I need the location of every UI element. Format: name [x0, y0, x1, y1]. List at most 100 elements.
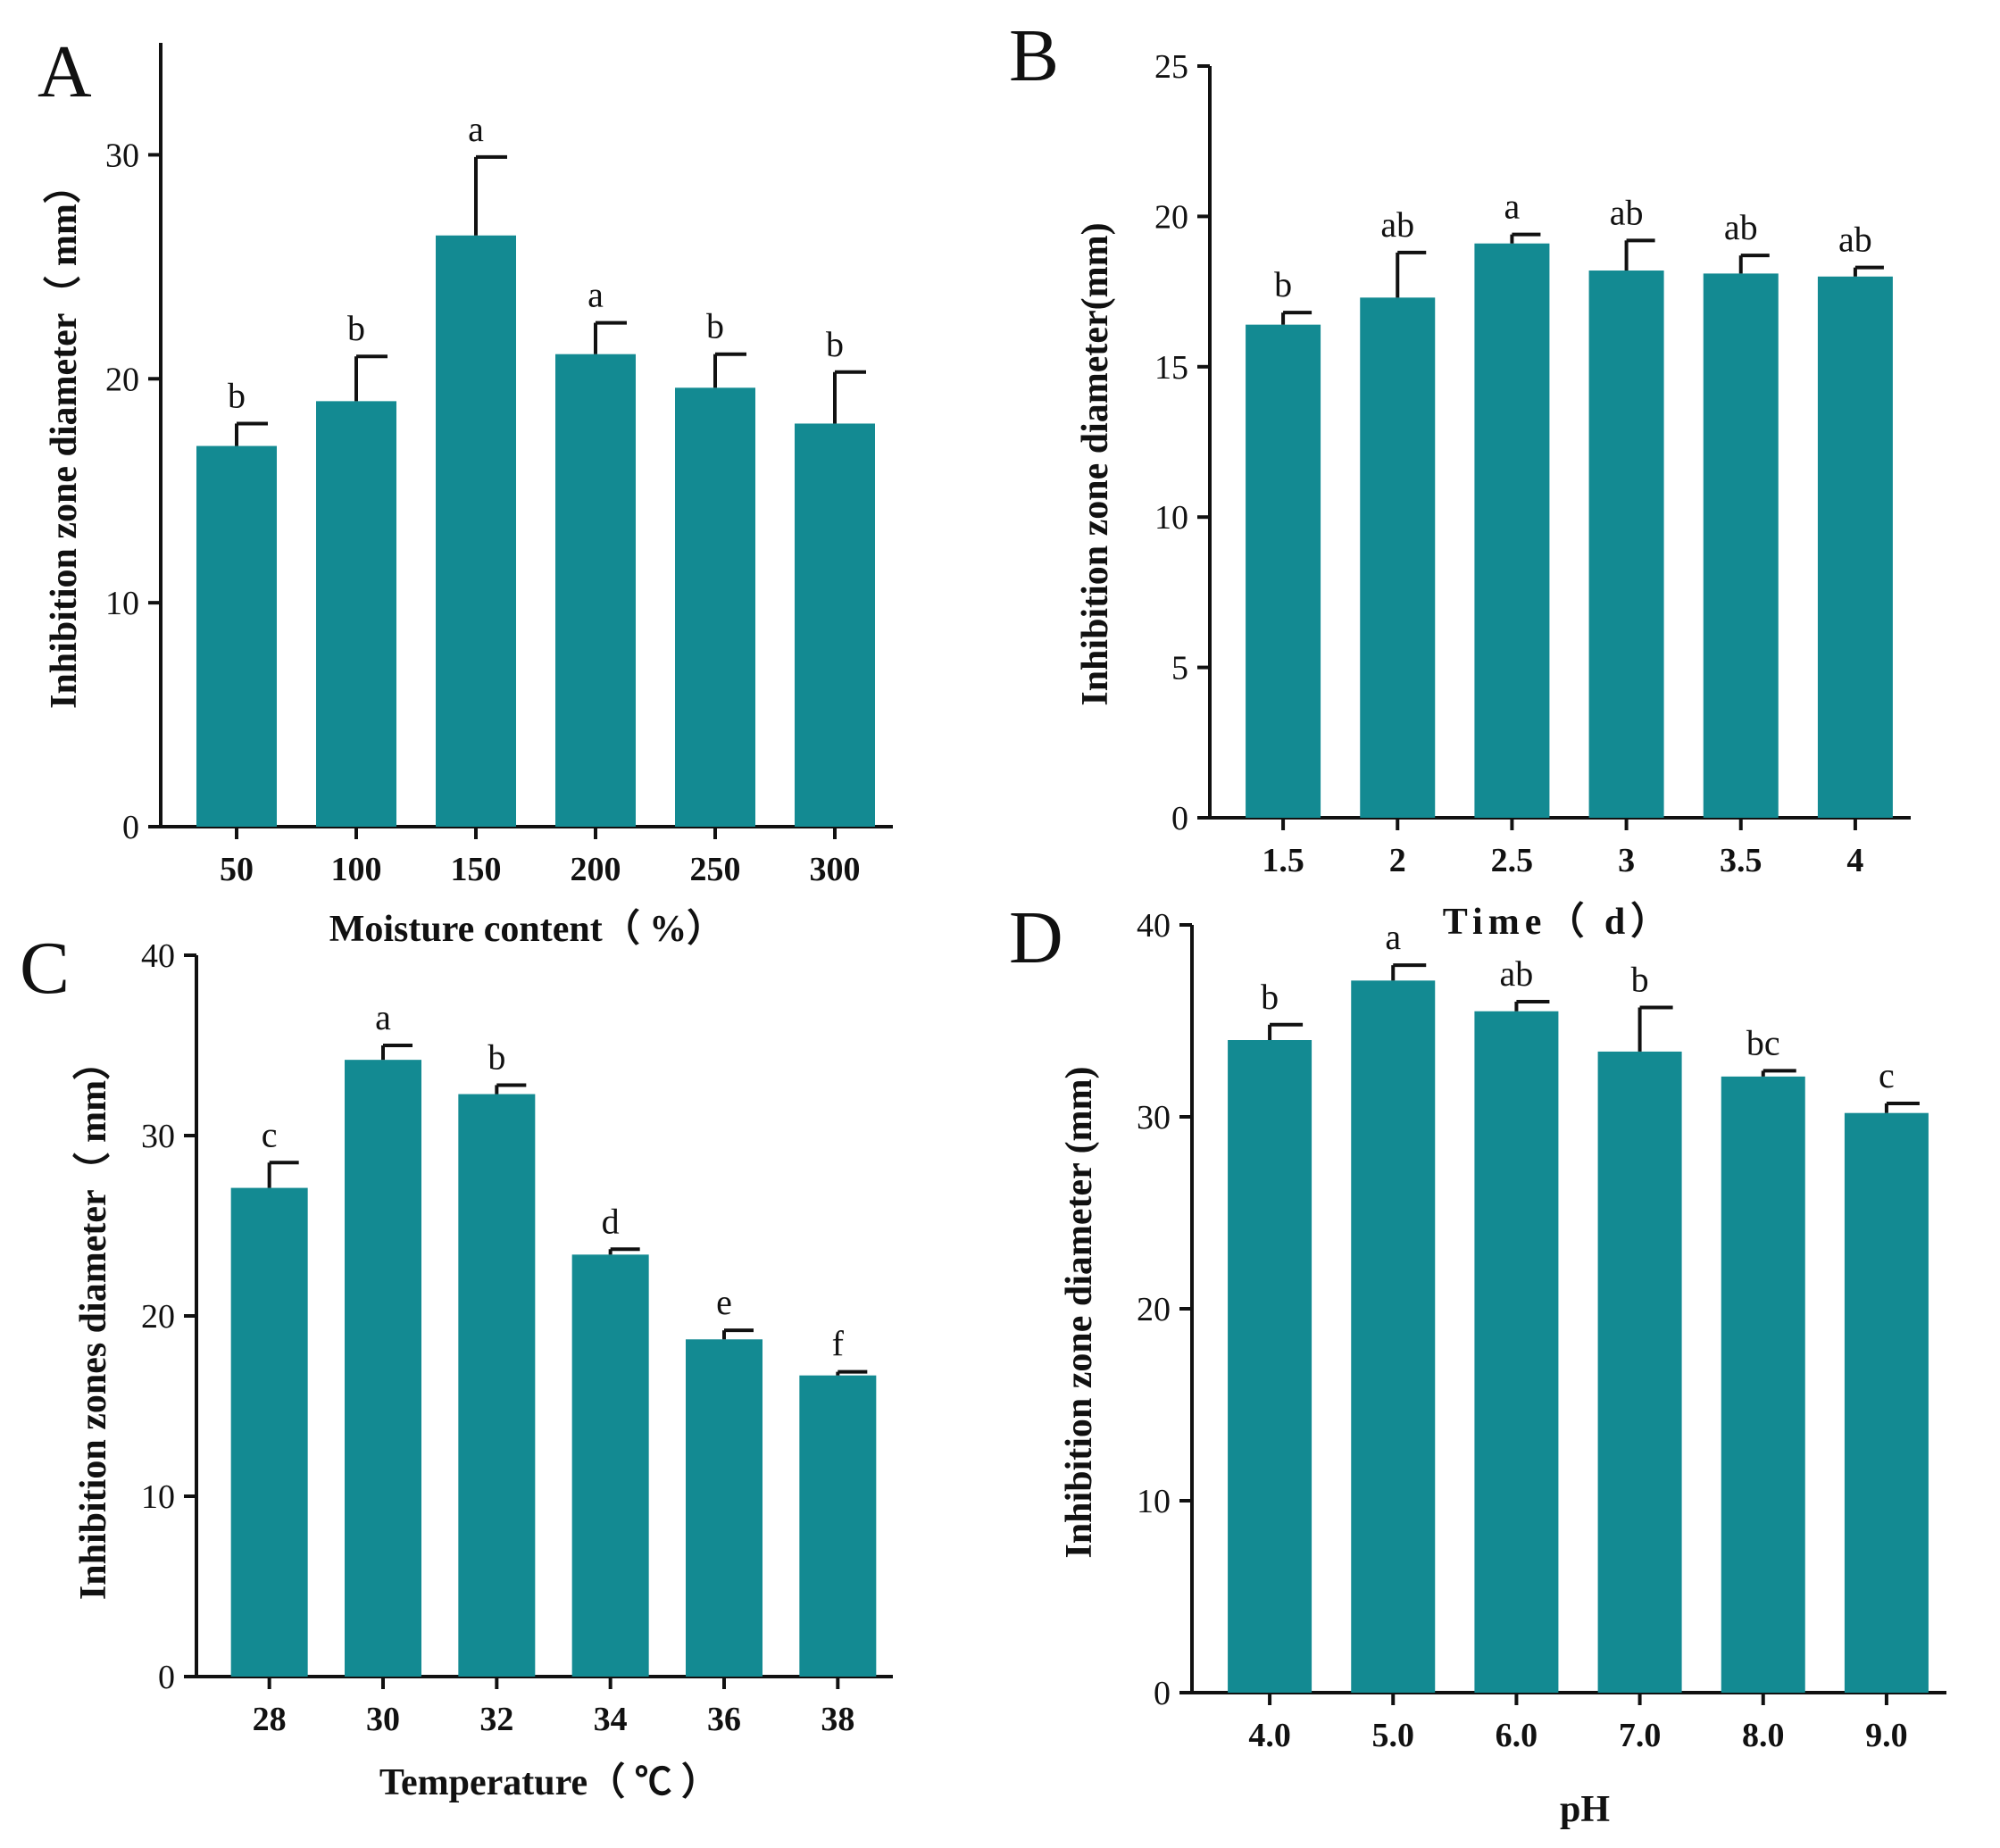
- panel-d-significance-5.0: a: [1385, 917, 1401, 957]
- panel-a-significance-200: a: [588, 275, 604, 315]
- panel-a-bar-250: [675, 387, 755, 827]
- panel-b-y-ticks: 0 5 10 15 20 25: [1154, 48, 1210, 837]
- panel-b-bar-4: [1817, 276, 1893, 818]
- panel-c-bar-30: [345, 1060, 421, 1677]
- panel-a-bar-150: [436, 235, 516, 827]
- panel-d-bar-8.0: [1721, 1076, 1805, 1693]
- panel-c-significance-32: b: [488, 1036, 505, 1077]
- panel-d-bar-5.0: [1351, 980, 1436, 1693]
- panel-b-y-tick-label-5: 25: [1154, 48, 1188, 86]
- panel-a-x-tick-label-300: 300: [810, 851, 861, 888]
- panel-b-y-tick-label-3: 15: [1154, 349, 1188, 387]
- panel-d-significance-letters: b a ab b bc c: [1261, 917, 1895, 1095]
- panel-c-x-tick-label-34: 34: [594, 1701, 628, 1738]
- panel-a-y-tick-label-0: 0: [122, 809, 139, 846]
- panel-c-bar-36: [686, 1339, 762, 1677]
- panel-b-error-bars: [1281, 232, 1884, 325]
- panel-b-y-tick-label-1: 5: [1171, 650, 1188, 687]
- panel-c-x-tick-label-38: 38: [821, 1701, 854, 1738]
- panel-d-significance-7.0: b: [1631, 959, 1649, 999]
- panel-c-y-tick-label-4: 40: [141, 937, 175, 975]
- panel-b-x-tick-label-3.5: 3.5: [1720, 842, 1762, 879]
- panel-a-x-axis-title: Moisture content（ %）: [329, 908, 725, 950]
- panel-b-bar-3: [1588, 271, 1664, 818]
- panel-b-significance-4: ab: [1838, 220, 1872, 260]
- panel-a-x-tick-label-50: 50: [220, 851, 254, 888]
- panel-a-chart: A 0 10 20 30 b b a a b b 50 100 150 200 250 300 Moist…: [38, 30, 893, 950]
- panel-b-significance-1.5: b: [1274, 264, 1292, 304]
- panel-c-bar-28: [230, 1187, 308, 1677]
- panel-d-bar-6.0: [1474, 1011, 1559, 1693]
- panel-c-bars: [230, 1060, 877, 1677]
- panel-c-y-tick-label-0: 0: [158, 1659, 175, 1696]
- panel-d-x-tick-label-4.0: 4.0: [1248, 1717, 1291, 1754]
- panel-d-y-tick-label-3: 30: [1137, 1099, 1171, 1136]
- panel-a-error-bars: [235, 154, 866, 446]
- panel-d-y-tick-label-2: 20: [1137, 1291, 1171, 1328]
- panel-a-significance-letters: b b a a b b: [228, 109, 844, 416]
- panel-a-significance-250: b: [706, 306, 724, 346]
- panel-d-bars: [1228, 980, 1929, 1693]
- panel-a-bar-200: [555, 354, 636, 828]
- panel-d-x-axis-title: pH: [1560, 1789, 1610, 1830]
- panel-d-y-axis-title: Inhibition zone diameter (mm): [1059, 1066, 1100, 1558]
- panel-c-significance-34: d: [602, 1201, 620, 1241]
- panel-a-y-axis-title: Inhibition zone diameter（ mm）: [43, 166, 85, 709]
- panel-c-bar-32: [458, 1094, 536, 1677]
- panel-d-significance-8.0: bc: [1746, 1022, 1780, 1062]
- panel-d-significance-6.0: ab: [1500, 953, 1534, 994]
- panel-c-x-ticks: 28 30 32 34 36 38: [253, 1677, 854, 1738]
- panel-b-significance-2: ab: [1380, 204, 1414, 245]
- panel-c-y-ticks: 0 10 20 30 40: [141, 937, 196, 1696]
- panel-b-y-tick-label-2: 10: [1154, 499, 1188, 537]
- panel-a-x-tick-label-250: 250: [690, 851, 741, 888]
- panel-d-x-tick-label-5.0: 5.0: [1372, 1717, 1415, 1754]
- panel-a-significance-100: b: [347, 308, 365, 348]
- panel-c-bar-38: [799, 1375, 877, 1677]
- panel-c-x-tick-label-32: 32: [479, 1701, 513, 1738]
- panel-a-x-ticks: 50 100 150 200 250 300: [220, 827, 861, 888]
- panel-c-chart: C 0 10 20 30 40 c a b d e f 28 30 32 34 36 38 Temperat…: [20, 927, 893, 1803]
- panel-d-bar-9.0: [1844, 1112, 1929, 1693]
- panel-d-x-tick-label-6.0: 6.0: [1496, 1717, 1538, 1754]
- panel-d-bar-4.0: [1228, 1040, 1312, 1693]
- panel-b-significance-2.5: a: [1504, 187, 1521, 227]
- panel-a-x-tick-label-200: 200: [571, 851, 621, 888]
- panel-d-x-tick-label-8.0: 8.0: [1742, 1717, 1785, 1754]
- panel-c-x-axis-title: Temperature（ ℃ ）: [379, 1761, 719, 1803]
- panel-b-significance-3: ab: [1610, 192, 1644, 232]
- panel-c-y-tick-label-1: 10: [141, 1478, 175, 1516]
- panel-b-x-tick-label-2.5: 2.5: [1491, 842, 1534, 879]
- panel-d-x-tick-label-9.0: 9.0: [1865, 1717, 1908, 1754]
- panel-a-significance-150: a: [468, 109, 484, 149]
- panel-d-bar-7.0: [1597, 1051, 1682, 1693]
- panel-d-x-tick-label-7.0: 7.0: [1619, 1717, 1662, 1754]
- panel-b-x-tick-label-3: 3: [1618, 842, 1635, 879]
- panel-a-x-tick-label-150: 150: [451, 851, 502, 888]
- panel-b-chart: B 0 5 10 15 20 25 b ab a ab ab ab 1.5 2 2.5 3 3.5 4 Tim…: [1009, 14, 1911, 943]
- panel-b-significance-letters: b ab a ab ab ab: [1274, 187, 1872, 305]
- panel-a-y-ticks: 0 10 20 30: [105, 137, 161, 846]
- panel-d-x-ticks: 4.0 5.0 6.0 7.0 8.0 9.0: [1248, 1693, 1908, 1754]
- panel-b-y-tick-label-4: 20: [1154, 198, 1188, 236]
- panel-c-significance-28: c: [262, 1114, 278, 1154]
- panel-a-bar-100: [316, 401, 396, 827]
- panel-b-bar-2.5: [1474, 243, 1550, 818]
- panel-a-significance-300: b: [826, 324, 844, 364]
- panel-a-bar-300: [795, 423, 875, 827]
- panel-c-x-tick-label-30: 30: [366, 1701, 400, 1738]
- panel-d-y-ticks: 0 10 20 30 40: [1137, 907, 1192, 1712]
- panel-c-significance-38: f: [832, 1324, 845, 1364]
- panel-b-x-ticks: 1.5 2 2.5 3 3.5 4: [1262, 818, 1863, 879]
- panel-a-y-tick-label-3: 30: [105, 137, 139, 174]
- panel-d-letter: D: [1009, 896, 1063, 979]
- panel-b-significance-3.5: ab: [1724, 207, 1758, 247]
- panel-a-y-tick-label-1: 10: [105, 585, 139, 622]
- panel-c-x-tick-label-36: 36: [707, 1701, 741, 1738]
- panel-d-significance-4.0: b: [1261, 977, 1279, 1017]
- panel-c-y-tick-label-3: 30: [141, 1118, 175, 1155]
- panel-b-bar-3.5: [1703, 273, 1779, 819]
- panel-d-y-tick-label-1: 10: [1137, 1483, 1171, 1520]
